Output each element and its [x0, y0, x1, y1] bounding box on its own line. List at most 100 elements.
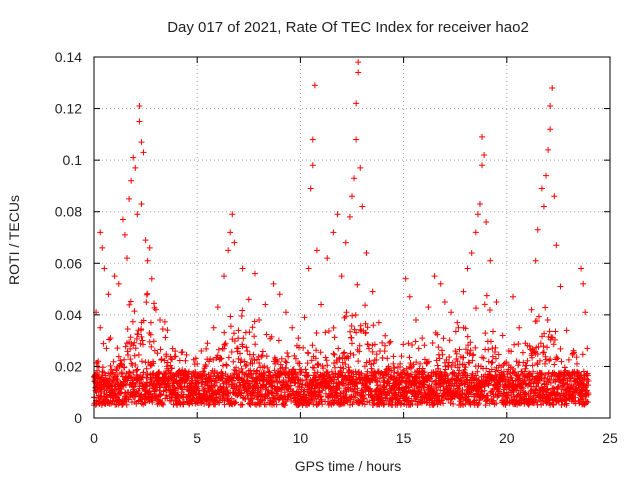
- data-point: [124, 326, 131, 333]
- data-point: [101, 369, 108, 376]
- data-point: [324, 362, 331, 369]
- data-point: [465, 359, 472, 366]
- data-point: [479, 162, 486, 169]
- data-point: [580, 280, 587, 287]
- data-point: [201, 381, 208, 388]
- data-point: [495, 390, 502, 397]
- data-point: [223, 384, 230, 391]
- y-tick-label: 0.12: [55, 101, 82, 117]
- data-point: [227, 323, 234, 330]
- data-point: [357, 164, 364, 171]
- data-point: [380, 377, 387, 384]
- data-point: [157, 391, 164, 398]
- data-point: [369, 288, 376, 295]
- data-point: [251, 270, 258, 277]
- data-point: [354, 380, 361, 387]
- data-point: [491, 348, 498, 355]
- data-point: [228, 348, 235, 355]
- data-point: [172, 353, 179, 360]
- data-point: [460, 354, 467, 361]
- data-point: [359, 203, 366, 210]
- data-point: [580, 368, 587, 375]
- data-point: [536, 357, 543, 364]
- data-point: [439, 351, 446, 358]
- data-point: [421, 369, 428, 376]
- data-point: [446, 337, 453, 344]
- data-point: [229, 211, 236, 218]
- data-point: [434, 401, 441, 408]
- data-point: [362, 330, 369, 337]
- data-point: [309, 342, 316, 349]
- data-point: [390, 353, 397, 360]
- data-point: [533, 383, 540, 390]
- data-point: [551, 193, 558, 200]
- data-point: [535, 313, 542, 320]
- data-point: [263, 381, 270, 388]
- data-point: [571, 349, 578, 356]
- data-point: [285, 353, 292, 360]
- data-point: [249, 360, 256, 367]
- data-point: [140, 341, 147, 348]
- data-point: [483, 219, 490, 226]
- data-point: [331, 364, 338, 371]
- data-point: [118, 369, 125, 376]
- data-point: [150, 360, 157, 367]
- data-point: [453, 350, 460, 357]
- data-point: [132, 381, 139, 388]
- data-point: [462, 381, 469, 388]
- data-point: [195, 380, 202, 387]
- data-point: [582, 309, 589, 316]
- data-point: [313, 347, 320, 354]
- data-point: [305, 265, 312, 272]
- data-point: [431, 273, 438, 280]
- data-point: [408, 397, 415, 404]
- data-point: [324, 255, 331, 262]
- data-point: [238, 357, 245, 364]
- data-point: [387, 338, 394, 345]
- data-point: [221, 345, 228, 352]
- data-point: [444, 372, 451, 379]
- data-point: [373, 356, 380, 363]
- data-point: [183, 351, 190, 358]
- plot-frame: [93, 56, 611, 419]
- data-point: [147, 331, 154, 338]
- data-point: [412, 317, 419, 324]
- y-tick-label: 0.02: [55, 358, 82, 374]
- data-point: [271, 367, 278, 374]
- data-point: [198, 347, 205, 354]
- data-point: [113, 367, 120, 374]
- data-point: [244, 347, 251, 354]
- data-point: [448, 309, 455, 316]
- data-point: [513, 358, 520, 365]
- data-point: [352, 311, 359, 318]
- data-point: [235, 327, 242, 334]
- data-point: [406, 354, 413, 361]
- data-point: [157, 317, 164, 324]
- data-point: [353, 329, 360, 336]
- data-point: [241, 358, 248, 365]
- data-point: [107, 335, 114, 342]
- data-point: [425, 304, 432, 311]
- data-point: [271, 394, 278, 401]
- data-point: [127, 298, 134, 305]
- data-point: [194, 360, 201, 367]
- data-point: [362, 329, 369, 336]
- data-point: [554, 355, 561, 362]
- data-point: [138, 358, 145, 365]
- data-point: [137, 340, 144, 347]
- data-point: [205, 402, 212, 409]
- data-point: [99, 364, 106, 371]
- data-point: [100, 340, 107, 347]
- data-point: [538, 185, 545, 192]
- data-point: [319, 401, 326, 408]
- data-point: [338, 273, 345, 280]
- data-point: [544, 316, 551, 323]
- data-point: [482, 330, 489, 337]
- data-point: [499, 393, 506, 400]
- data-point: [378, 397, 385, 404]
- data-point: [243, 361, 250, 368]
- data-point: [364, 341, 371, 348]
- data-point: [412, 338, 419, 345]
- data-point: [519, 349, 526, 356]
- data-point: [225, 247, 232, 254]
